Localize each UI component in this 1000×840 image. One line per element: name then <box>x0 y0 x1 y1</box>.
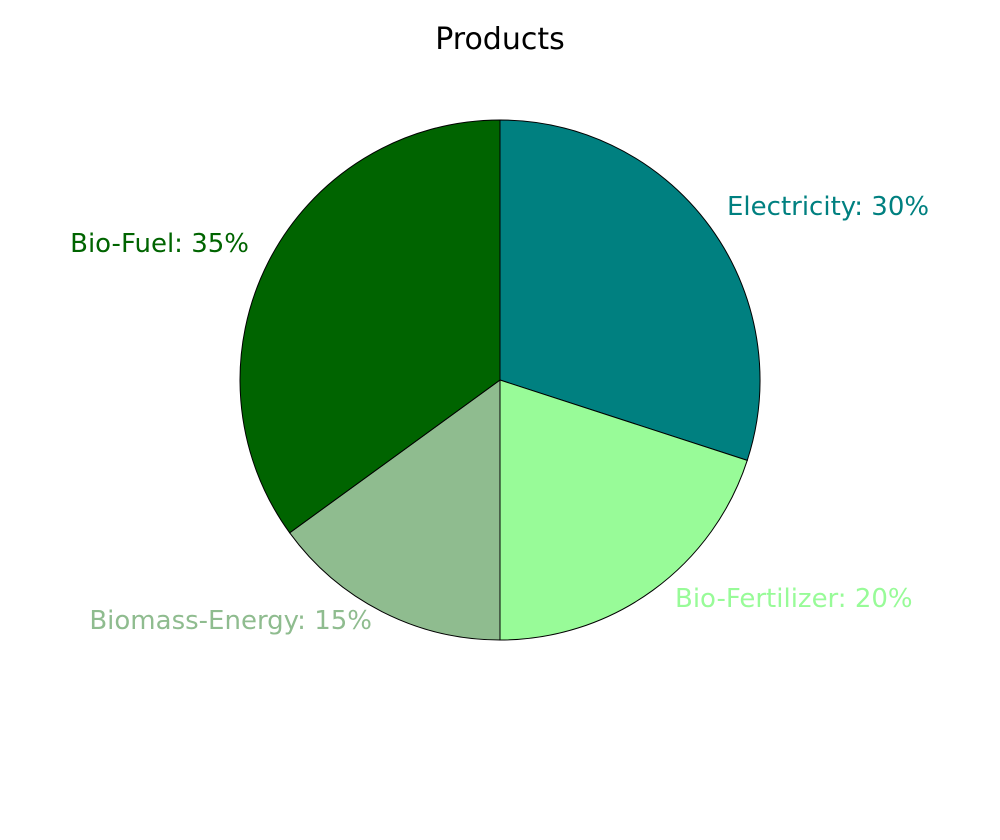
slice-label-biomass-energy: Biomass-Energy: 15% <box>89 606 372 636</box>
slice-label-electricity: Electricity: 30% <box>727 192 929 222</box>
pie-slice-bio-fertilizer <box>499 379 748 641</box>
pie-labels: Electricity: 30% Bio-Fertilizer: 20% Bioma… <box>70 192 929 636</box>
pie-slices <box>239 119 761 641</box>
slice-label-bio-fuel: Bio-Fuel: 35% <box>70 229 249 259</box>
pie-slice-biomass-energy <box>288 379 501 641</box>
pie-slice-bio-fuel <box>239 119 501 534</box>
chart-title: Products <box>435 22 565 57</box>
pie-slice-electricity <box>499 119 761 461</box>
slice-label-bio-fertilizer: Bio-Fertilizer: 20% <box>675 584 913 614</box>
